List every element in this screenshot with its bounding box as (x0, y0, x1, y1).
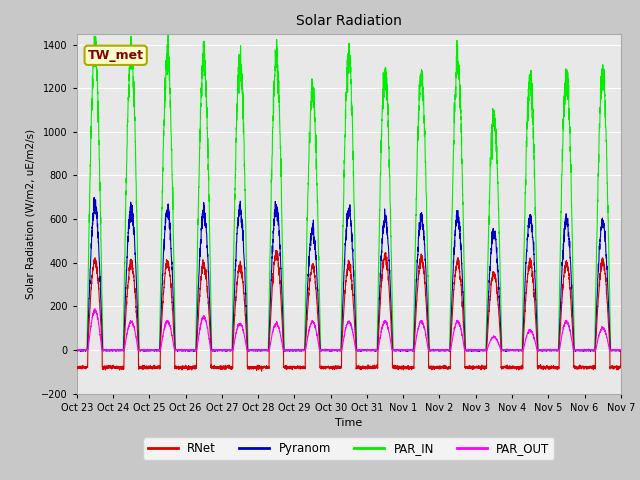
RNet (258, 368, 266, 374)
PAR_IN (471, 348, 479, 353)
PAR_OUT (617, 347, 625, 353)
Line: RNet: RNet (77, 251, 621, 371)
PAR_IN (329, 348, 337, 353)
Pyranom (171, 335, 179, 340)
Text: TW_met: TW_met (88, 49, 144, 62)
Pyranom (329, 348, 337, 354)
Pyranom (616, 348, 624, 353)
PAR_OUT (91, 306, 99, 312)
PAR_IN (441, 347, 449, 353)
Line: PAR_IN: PAR_IN (77, 34, 621, 351)
PAR_OUT (616, 347, 624, 353)
RNet (171, 344, 179, 349)
X-axis label: Time: Time (335, 418, 362, 428)
Legend: RNet, Pyranom, PAR_IN, PAR_OUT: RNet, Pyranom, PAR_IN, PAR_OUT (143, 437, 554, 460)
Pyranom (617, 347, 625, 353)
Y-axis label: Solar Radiation (W/m2, uE/m2/s): Solar Radiation (W/m2, uE/m2/s) (26, 129, 36, 299)
RNet (441, 364, 449, 370)
Pyranom (73, 348, 81, 353)
RNet (73, 365, 81, 371)
PAR_IN (617, 347, 625, 353)
PAR_OUT (329, 347, 337, 353)
PAR_OUT (171, 348, 179, 353)
Pyranom (502, 348, 509, 354)
RNet (329, 366, 337, 372)
Pyranom (471, 348, 479, 354)
Title: Solar Radiation: Solar Radiation (296, 14, 402, 28)
RNet (471, 365, 479, 371)
PAR_OUT (502, 348, 509, 353)
PAR_OUT (441, 347, 449, 353)
PAR_IN (616, 347, 624, 353)
PAR_IN (164, 31, 172, 36)
Pyranom (502, 348, 509, 353)
RNet (273, 248, 280, 253)
Line: PAR_OUT: PAR_OUT (77, 309, 621, 351)
Pyranom (441, 348, 449, 354)
PAR_IN (73, 348, 81, 353)
PAR_OUT (73, 347, 81, 353)
PAR_IN (502, 347, 509, 353)
RNet (502, 365, 509, 371)
Line: Pyranom: Pyranom (77, 198, 621, 351)
Pyranom (90, 195, 98, 201)
PAR_IN (179, 348, 186, 354)
RNet (617, 347, 625, 353)
RNet (616, 364, 624, 370)
PAR_OUT (471, 348, 479, 353)
PAR_IN (171, 305, 179, 311)
PAR_OUT (436, 348, 444, 354)
